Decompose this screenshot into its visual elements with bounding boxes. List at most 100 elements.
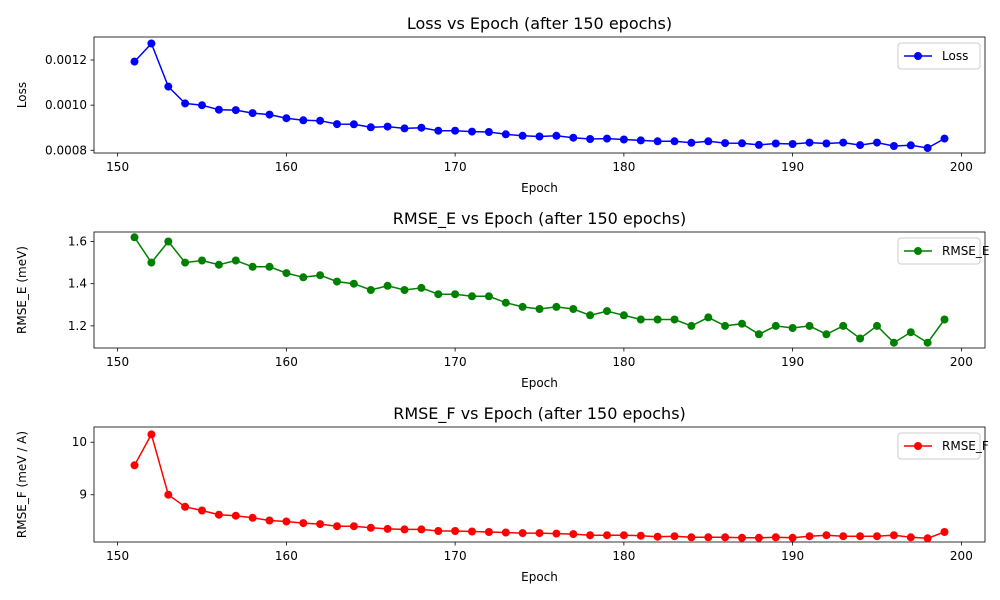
data-point bbox=[535, 529, 544, 538]
data-point bbox=[569, 530, 578, 539]
x-tick-label: 170 bbox=[444, 355, 467, 369]
data-point bbox=[282, 517, 291, 526]
data-point bbox=[603, 531, 611, 540]
plot-frame bbox=[93, 231, 986, 349]
data-point bbox=[299, 273, 308, 282]
x-tick-label: 180 bbox=[612, 549, 635, 563]
chart-title: Loss vs Epoch (after 150 epochs) bbox=[407, 14, 672, 33]
data-point bbox=[822, 531, 831, 540]
data-point bbox=[619, 135, 628, 144]
x-tick-label: 190 bbox=[781, 549, 804, 563]
x-axis-label: Epoch bbox=[521, 570, 558, 584]
data-point bbox=[873, 321, 881, 330]
data-point bbox=[653, 315, 662, 324]
data-point bbox=[147, 258, 156, 267]
legend-marker-swatch bbox=[914, 52, 922, 60]
data-point bbox=[738, 319, 746, 328]
data-point bbox=[535, 305, 544, 313]
data-point bbox=[771, 533, 780, 542]
data-point bbox=[721, 533, 730, 542]
x-tick-label: 150 bbox=[106, 355, 129, 369]
y-tick-label: 0.0012 bbox=[45, 53, 87, 67]
data-point bbox=[940, 528, 949, 536]
data-point bbox=[839, 138, 848, 147]
data-point bbox=[923, 144, 932, 152]
data-point bbox=[248, 109, 257, 118]
data-point bbox=[636, 136, 645, 145]
data-point bbox=[198, 101, 206, 110]
data-point bbox=[653, 532, 662, 541]
data-point bbox=[214, 105, 223, 114]
plot-frame bbox=[93, 426, 986, 543]
plot-frame bbox=[93, 36, 986, 154]
data-point bbox=[333, 277, 341, 286]
data-point bbox=[603, 134, 611, 143]
data-point bbox=[619, 531, 628, 540]
x-tick-label: 200 bbox=[950, 160, 973, 174]
y-tick-label: 1.4 bbox=[68, 277, 87, 291]
data-point bbox=[889, 338, 898, 347]
data-point bbox=[451, 290, 460, 299]
legend-marker-swatch bbox=[914, 247, 922, 255]
data-point bbox=[265, 262, 274, 271]
data-point bbox=[130, 233, 139, 242]
data-point bbox=[468, 127, 476, 136]
data-point bbox=[366, 286, 375, 294]
x-tick-label: 180 bbox=[612, 355, 635, 369]
y-tick-label: 9 bbox=[79, 488, 87, 502]
data-point bbox=[299, 519, 308, 528]
data-point bbox=[873, 532, 881, 541]
data-point bbox=[518, 529, 527, 538]
data-point bbox=[687, 138, 696, 147]
data-point bbox=[501, 528, 510, 537]
data-point bbox=[687, 533, 696, 542]
data-point bbox=[164, 82, 173, 91]
data-point bbox=[501, 130, 510, 139]
legend-box bbox=[897, 237, 981, 265]
data-point bbox=[788, 140, 797, 148]
chart-title: RMSE_E vs Epoch (after 150 epochs) bbox=[393, 209, 686, 229]
data-point bbox=[282, 269, 291, 278]
data-point bbox=[923, 534, 932, 543]
data-point bbox=[738, 139, 746, 148]
data-point bbox=[417, 525, 426, 534]
data-point bbox=[316, 520, 325, 529]
data-point bbox=[400, 525, 409, 534]
x-tick-label: 150 bbox=[106, 549, 129, 563]
data-point bbox=[603, 307, 611, 316]
data-point bbox=[940, 134, 949, 143]
data-point bbox=[265, 110, 274, 119]
y-tick-label: 1.6 bbox=[68, 234, 87, 248]
data-point bbox=[839, 321, 848, 330]
y-axis-label: RMSE_E (meV) bbox=[15, 246, 29, 334]
data-point bbox=[771, 139, 780, 148]
data-point bbox=[316, 116, 325, 125]
legend-box bbox=[897, 432, 981, 460]
data-point bbox=[636, 531, 645, 540]
data-point bbox=[552, 131, 561, 140]
data-point bbox=[670, 315, 679, 324]
data-point bbox=[383, 281, 392, 290]
data-point bbox=[856, 334, 865, 343]
chart-panel-2: RMSE_E vs Epoch (after 150 epochs) 150 160… bbox=[15, 209, 989, 390]
x-axis-label: Epoch bbox=[521, 376, 558, 390]
data-point bbox=[552, 302, 561, 311]
legend-box bbox=[897, 42, 981, 70]
data-point bbox=[282, 114, 291, 123]
y-tick-label: 1.2 bbox=[68, 319, 87, 333]
data-point bbox=[417, 283, 426, 292]
data-point bbox=[822, 330, 831, 339]
data-point bbox=[164, 490, 173, 499]
data-point bbox=[687, 321, 696, 330]
data-point bbox=[231, 256, 240, 265]
data-point bbox=[889, 142, 898, 150]
data-point bbox=[468, 292, 476, 301]
data-point bbox=[721, 139, 730, 148]
data-point bbox=[856, 532, 865, 541]
data-point bbox=[873, 138, 881, 147]
data-point bbox=[906, 533, 915, 542]
legend: RMSE_E bbox=[897, 237, 989, 265]
data-point bbox=[130, 57, 139, 66]
data-point bbox=[265, 516, 274, 525]
data-point bbox=[349, 522, 358, 531]
